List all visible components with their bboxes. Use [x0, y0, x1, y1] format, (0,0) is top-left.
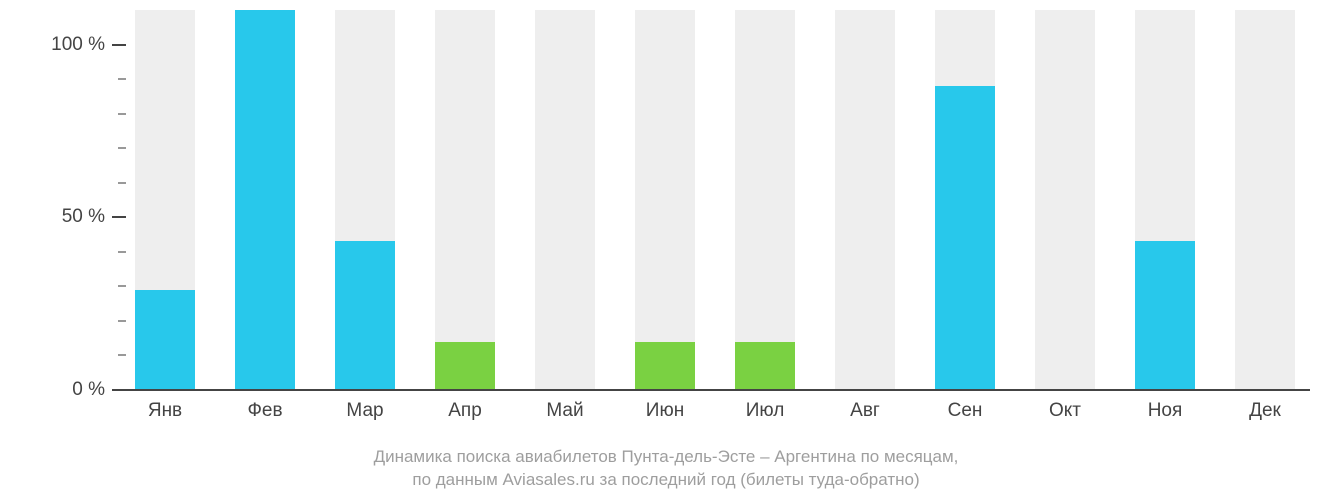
bar [135, 290, 195, 390]
baseline [120, 389, 1310, 391]
y-tick-minor [118, 354, 126, 356]
bar [635, 342, 695, 390]
y-tick-major [112, 44, 126, 46]
bar-slot [1135, 10, 1195, 390]
bar-slot [935, 10, 995, 390]
x-axis-label: Дек [1249, 400, 1281, 422]
x-axis-label: Авг [850, 400, 880, 422]
bar-background [535, 10, 595, 390]
x-axis-label: Апр [448, 400, 482, 422]
y-tick-minor [118, 251, 126, 253]
x-axis-label: Мар [346, 400, 383, 422]
y-axis-label: 0 % [0, 379, 105, 401]
x-axis-label: Фев [247, 400, 282, 422]
bar [235, 10, 295, 390]
y-tick-minor [118, 320, 126, 322]
plot-area [120, 10, 1310, 390]
y-tick-minor [118, 78, 126, 80]
bar-slot [435, 10, 495, 390]
y-tick-minor [118, 285, 126, 287]
y-tick-minor [118, 113, 126, 115]
x-axis-label: Янв [148, 400, 182, 422]
bars-layer [120, 10, 1310, 390]
chart-container: 0 % 50 % 100 % Янв Фев Мар Апр Май Июн Июл Авг Сен… [0, 0, 1332, 502]
bar [1135, 241, 1195, 390]
bar-slot [1035, 10, 1095, 390]
caption-line-2: по данным Aviasales.ru за последний год … [0, 468, 1332, 492]
bar [935, 86, 995, 390]
bar-slot [535, 10, 595, 390]
bar-background [435, 10, 495, 390]
y-axis-label: 100 % [0, 34, 105, 56]
bar-background [635, 10, 695, 390]
x-axis-label: Июн [646, 400, 684, 422]
bar-slot [135, 10, 195, 390]
x-axis-label: Сен [948, 400, 983, 422]
bar-slot [735, 10, 795, 390]
bar-slot [1235, 10, 1295, 390]
x-axis-label: Май [546, 400, 583, 422]
x-axis-label: Июл [746, 400, 785, 422]
bar-background [1235, 10, 1295, 390]
bar [335, 241, 395, 390]
y-tick-minor [118, 147, 126, 149]
y-tick-major [112, 216, 126, 218]
bar-slot [835, 10, 895, 390]
y-axis-label: 50 % [0, 206, 105, 228]
bar [735, 342, 795, 390]
bar [435, 342, 495, 390]
bar-background [835, 10, 895, 390]
bar-slot [235, 10, 295, 390]
bar-background [1035, 10, 1095, 390]
bar-slot [335, 10, 395, 390]
x-axis-label: Окт [1049, 400, 1081, 422]
caption-line-1: Динамика поиска авиабилетов Пунта-дель-Э… [0, 445, 1332, 469]
x-axis-label: Ноя [1148, 400, 1183, 422]
bar-slot [635, 10, 695, 390]
y-tick-minor [118, 182, 126, 184]
bar-background [735, 10, 795, 390]
